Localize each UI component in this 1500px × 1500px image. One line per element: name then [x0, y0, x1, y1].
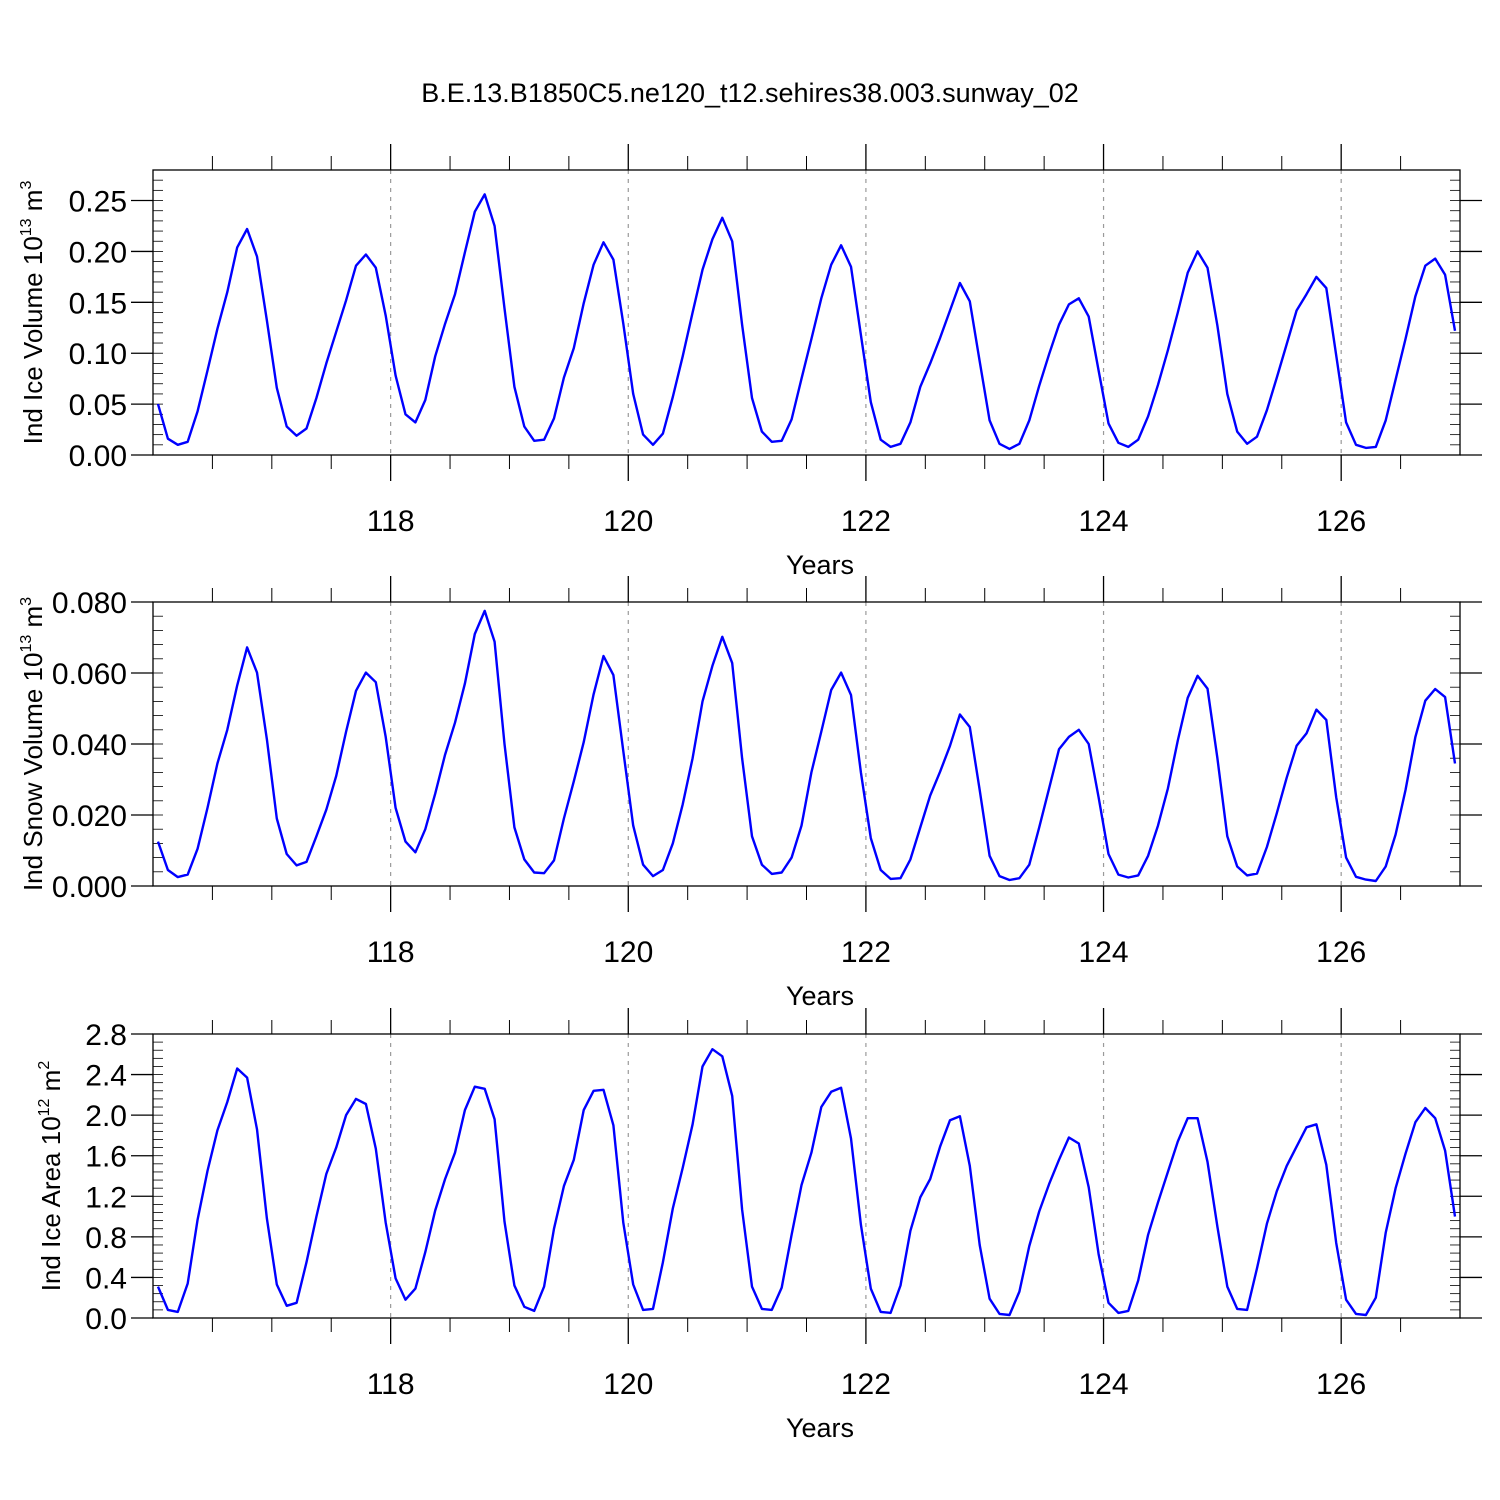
y-axis-label: Ind Snow Volume 1013 m3 — [18, 597, 48, 891]
x-tick-label: 120 — [603, 505, 653, 538]
data-series-line — [156, 193, 1457, 451]
snow-volume-panel: 118 120 122 124 126 0.000 0.020 0.040 0.060 0.080… — [18, 576, 1482, 1011]
y-tick-label: 0.10 — [69, 338, 127, 371]
y-tick-label: 0.8 — [85, 1222, 127, 1255]
x-axis-label: Years — [786, 1413, 854, 1443]
y-axis-label: Ind Ice Area 1012 m2 — [36, 1061, 66, 1292]
x-tick-label: 118 — [367, 1368, 415, 1401]
x-tick-label: 122 — [841, 936, 891, 969]
ice-area-panel: 118 120 122 124 126 0.0 0.4 0.8 1.2 1.6 2.0 2.4 2.8 Y… — [36, 1008, 1482, 1443]
x-tick-label: 122 — [841, 505, 891, 538]
y-tick-label: 2.8 — [85, 1019, 127, 1052]
y-tick-label: 0.15 — [69, 287, 127, 320]
data-series-line — [156, 609, 1457, 883]
y-tick-label: 0.20 — [69, 236, 127, 269]
x-tick-label: 126 — [1316, 505, 1366, 538]
x-tick-label: 118 — [367, 505, 415, 538]
page-title: B.E.13.B1850C5.ne120_t12.sehires38.003.s… — [421, 78, 1079, 108]
x-tick-label: 122 — [841, 1368, 891, 1401]
y-tick-label: 1.6 — [85, 1141, 127, 1174]
y-tick-label: 0.080 — [52, 587, 127, 620]
y-tick-label: 0.00 — [69, 440, 127, 473]
data-series-line — [156, 1047, 1457, 1317]
x-tick-label: 124 — [1079, 1368, 1129, 1401]
y-tick-label: 0.4 — [85, 1262, 127, 1295]
y-tick-label: 0.020 — [52, 800, 127, 833]
x-tick-label: 126 — [1316, 1368, 1366, 1401]
y-tick-label: 2.4 — [85, 1060, 127, 1093]
y-tick-label: 1.2 — [85, 1181, 127, 1214]
x-tick-label: 126 — [1316, 936, 1366, 969]
y-tick-label: 0.0 — [85, 1303, 127, 1336]
y-tick-label: 0.040 — [52, 729, 127, 762]
x-axis-label: Years — [786, 981, 854, 1011]
x-tick-label: 118 — [367, 936, 415, 969]
y-tick-label: 0.000 — [52, 871, 127, 904]
plot-frame — [152, 601, 1461, 887]
y-tick-label: 0.060 — [52, 658, 127, 691]
y-tick-label: 2.0 — [85, 1100, 127, 1133]
plot-frame — [152, 169, 1461, 456]
y-tick-label: 0.25 — [69, 186, 127, 219]
x-axis-label: Years — [786, 550, 854, 580]
ice-volume-panel: 118 120 122 124 126 0.00 0.05 0.10 0.15 0.20 0.25 Y… — [18, 144, 1482, 580]
plot-frame — [152, 1033, 1461, 1319]
y-tick-label: 0.05 — [69, 389, 127, 422]
x-tick-label: 120 — [603, 1368, 653, 1401]
x-tick-label: 124 — [1079, 505, 1129, 538]
x-tick-label: 120 — [603, 936, 653, 969]
x-tick-label: 124 — [1079, 936, 1129, 969]
y-axis-label: Ind Ice Volume 1013 m3 — [18, 181, 48, 445]
